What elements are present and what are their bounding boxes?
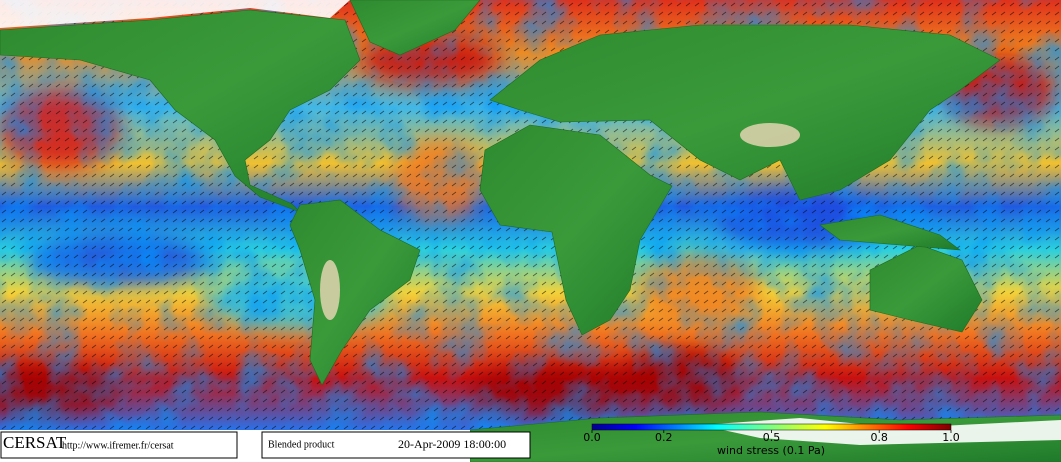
africa: [479, 124, 673, 336]
colorbar-tick-label: 0.0: [583, 431, 601, 444]
colorbar-label: wind stress (0.1 Pa): [717, 444, 825, 457]
date: 20-Apr-2009 18:00:00: [398, 437, 506, 451]
url: http://www.ifremer.fr/cersat: [62, 440, 174, 451]
product: Blended product: [268, 439, 335, 450]
logo: CERSAT: [3, 433, 67, 452]
product-box: [261, 431, 531, 459]
north-america: [0, 9, 361, 213]
colorbar-tick-label: 1.0: [942, 431, 960, 444]
colorbar: [591, 423, 952, 431]
indonesia: [819, 214, 962, 251]
colorbar-ticks: 0.0 0.2 0.5 0.8 1.0: [583, 430, 960, 444]
eurasia: [489, 24, 1001, 201]
south-america: [289, 199, 421, 386]
greenland: [349, 0, 481, 56]
logo-box: [0, 431, 238, 459]
colorbar-tick-label: 0.8: [870, 431, 888, 444]
colorbar-tick-label: 0.5: [763, 431, 781, 444]
colorbar-tick-label: 0.2: [655, 431, 673, 444]
